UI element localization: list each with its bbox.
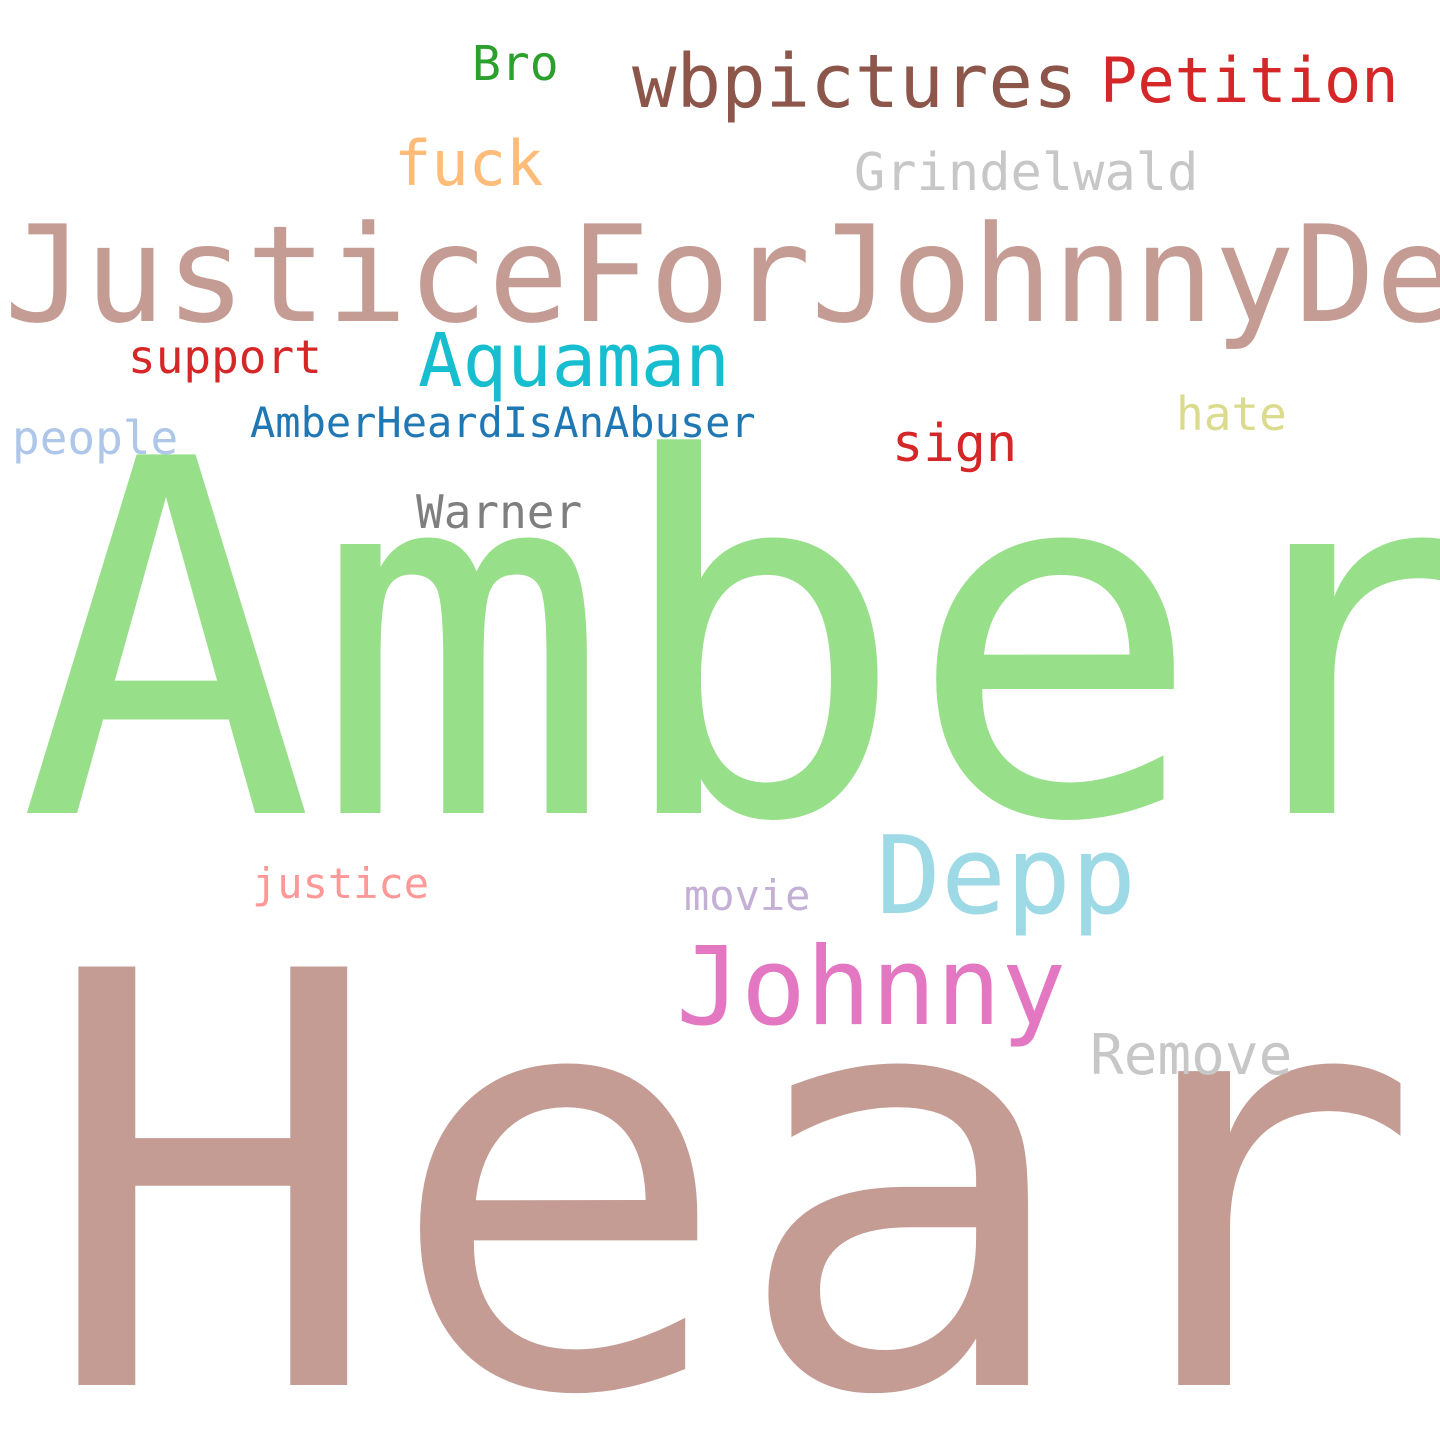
word-justice: justice (252, 859, 430, 908)
word-sign: sign (892, 414, 1018, 474)
word-amber: Amber (18, 357, 1440, 930)
word-depp: Depp (876, 814, 1137, 939)
word-fuck: fuck (394, 127, 544, 200)
word-justiceforjohnnydepp: JusticeForJohnnyDepp (4, 197, 1440, 353)
word-petition: Petition (1100, 44, 1399, 117)
word-amberheardisanabuser: AmberHeardIsAnAbuser (250, 398, 756, 447)
word-grindelwald: Grindelwald (854, 143, 1199, 203)
word-remove: Remove (1090, 1023, 1293, 1088)
word-heard: Heard (40, 853, 1440, 1440)
word-aquaman: Aquaman (418, 318, 730, 404)
word-johnny: Johnny (676, 925, 1067, 1050)
word-movie: movie (684, 871, 811, 920)
word-hate: hate (1176, 387, 1287, 441)
word-bro: Bro (472, 36, 559, 92)
word-warner: Warner (416, 485, 583, 539)
word-wbpictures: wbpictures (632, 39, 1078, 125)
word-people: people (12, 411, 179, 465)
word-support: support (128, 330, 322, 384)
